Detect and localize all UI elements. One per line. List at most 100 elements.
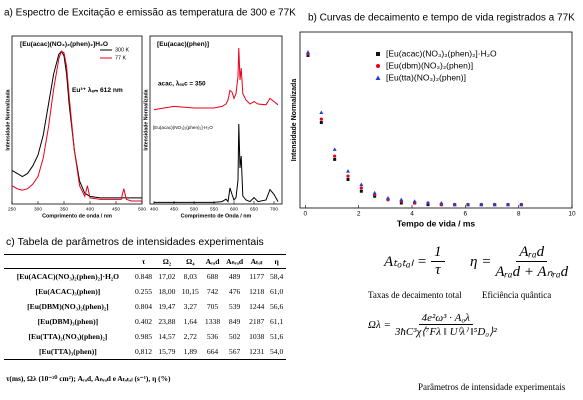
header-cell: Aₙᵣₐd [223, 254, 247, 269]
equation-caption: Eficiência quântica [482, 290, 552, 300]
x-tick-label: 600 [230, 206, 238, 212]
x-tick-label: 450 [112, 206, 120, 212]
compound-cell: [Eu(DBM)(NO₃)₂(phen)₂] [27, 302, 109, 311]
data-point [452, 202, 457, 207]
legend-swatch [375, 75, 381, 80]
data-point [466, 202, 470, 207]
annotation: [Eu(acac)(phen)] [157, 41, 209, 48]
value-cell: 0.804 [134, 302, 153, 311]
parameter-table: τ Ω₂ Ω₄ Aᵣₐd Aₙᵣₐd Aₜₒₜ η [Eu(ACAC)(NO₃)₂(phen)… [4, 254, 286, 360]
data-point [426, 203, 430, 207]
x-tick-label: 0 [304, 211, 308, 218]
data-point [412, 199, 417, 203]
value-cell: 1,89 [178, 344, 202, 360]
value-cell: 0.985 [134, 332, 153, 341]
value-cell: 2187 [249, 317, 265, 326]
series-line [154, 123, 279, 203]
value-cell: 849 [228, 317, 241, 326]
equation-caption: Parâmetros de intensidade experimentais [418, 382, 566, 392]
value-cell: 1338 [204, 317, 221, 326]
legend-label: 300 K [115, 47, 129, 53]
y-axis-label: Intensidade Normalizada [291, 79, 298, 162]
equation-lhs: η = [470, 254, 492, 270]
x-tick-label: 500 [190, 206, 198, 212]
x-axis-label: Comprimento de onda / nm [42, 213, 112, 219]
legend-swatch [376, 64, 380, 68]
plot-frame [149, 35, 283, 205]
legend-swatch [376, 52, 380, 56]
legend-label: [Eu(tta)(NO₃)₂(phen)] [386, 72, 466, 82]
value-cell: 0.255 [134, 287, 153, 296]
data-point [426, 200, 430, 205]
fraction: 4e²ω³ · A₀λ 3ħC³χ⟨⁷Fλ ‖ U⁽λ⁾ ‖⁵D₀⟩² [395, 312, 497, 338]
data-point [479, 202, 484, 207]
equation-lhs: Aₜₒₜₐₗ = [384, 254, 428, 270]
x-tick-label: 8 [517, 211, 521, 218]
table-row: [Eu(TTA)₂(NO₃)(phen)₂] 0.985 14,57 2,72 536 5… [4, 329, 286, 344]
x-axis-label: Comprimento de Onda / nm [181, 213, 252, 219]
equation: Ωλ = 4e²ω³ · A₀λ 3ħC³χ⟨⁷Fλ ‖ U⁽λ⁾ ‖⁵D₀⟩² [368, 312, 497, 338]
annotation: [Eu(acac)(NO₃)₂(phen)₂]·H₂O [153, 125, 213, 130]
legend-label: [Eu(acac)(NO₃)₂(phen)₂]·H₂O [386, 48, 497, 58]
series-line [11, 50, 142, 199]
header-cell [4, 254, 132, 269]
data-point [346, 169, 350, 173]
x-tick-label: 700 [270, 206, 278, 212]
value-cell: 1038 [249, 332, 265, 341]
value-cell: 18,00 [158, 287, 176, 296]
header-cell: τ [131, 254, 156, 269]
charts: a) Espectro de Excitação e emissão as te… [4, 8, 576, 229]
value-cell: 23,88 [158, 317, 176, 326]
value-cell: 742 [206, 287, 219, 296]
value-cell: 688 [206, 272, 219, 281]
x-tick-label: 10 [568, 211, 576, 218]
data-point [399, 197, 404, 202]
plot-frame [299, 31, 573, 209]
y-axis-label: Intensidade Normalizada [5, 89, 11, 150]
value-cell: 489 [228, 272, 241, 281]
value-cell: 0,812 [131, 344, 156, 360]
value-cell: 705 [206, 302, 219, 311]
x-tick-label: 6 [464, 211, 468, 218]
table-footnote: τ(ms), Ωλ (10⁻²⁰ cm²); Aᵣₐd, Aₙᵣₐd e Aₜₒ… [6, 374, 171, 383]
x-tick-label: 250 [8, 206, 16, 212]
panel-title: b) Curvas de decaimento e tempo de vida … [308, 13, 575, 24]
header-row: τ Ω₂ Ω₄ Aᵣₐd Aₙᵣₐd Aₜₒₜ η [4, 254, 286, 269]
equation: Aₜₒₜₐₗ = 1 τ [384, 244, 445, 279]
table-row: [Eu(ACAC)(NO₃)₂(phen)₂]·H₂O 0.848 17,02 8,0… [4, 269, 286, 285]
table-row: [Eu(DBM)₃(phen)] 0.402 23,88 1,64 1338 849 218… [4, 314, 286, 329]
data-point [386, 195, 390, 200]
value-cell: 2,72 [183, 332, 197, 341]
equation: η = Aᵣₐd Aᵣₐd + Aₙᵣₐd [470, 244, 568, 281]
numerator: 4e²ω³ · A₀λ [418, 312, 473, 325]
value-cell: 0.402 [134, 317, 153, 326]
series-line [11, 50, 142, 202]
value-cell: 502 [228, 332, 241, 341]
panel-title: a) Espectro de Excitação e emissão as te… [4, 8, 296, 19]
value-cell: 10,15 [181, 287, 199, 296]
denominator: 3ħC³χ⟨⁷Fλ ‖ U⁽λ⁾ ‖⁵D₀⟩² [394, 326, 497, 338]
compound-cell: [Eu(DBM)₃(phen)] [37, 317, 99, 326]
data-point [359, 189, 363, 193]
value-cell: 567 [223, 344, 247, 360]
value-cell: 1231 [246, 344, 268, 360]
x-tick-label: 550 [210, 206, 218, 212]
series-line [153, 47, 279, 111]
numerator: 1 [431, 244, 445, 262]
table-row: [Eu(ACAC)₃(phen)] 0.255 18,00 10,15 742 476 12… [4, 284, 286, 299]
fraction: Aᵣₐd Aᵣₐd + Aₙᵣₐd [495, 244, 568, 281]
x-tick-label: 400 [86, 206, 94, 212]
annotation: Eu³⁺ λₑₘ 612 nm [72, 86, 123, 94]
data-point [506, 202, 510, 207]
x-axis-label: Tempo de vida / ms [397, 218, 476, 228]
compound-cell: [Eu(ACAC)₃(phen)] [35, 287, 101, 296]
equation-caption: Taxas de decaimento total [368, 290, 462, 300]
data-point [372, 190, 377, 195]
x-tick-label: 350 [60, 206, 68, 212]
x-tick-label: 500 [138, 206, 146, 212]
data-point [333, 154, 337, 158]
data-point [519, 202, 524, 207]
data-point [332, 147, 337, 151]
compound-cell: [Eu(TTA)₂(NO₃)(phen)₂] [28, 332, 108, 341]
x-tick-label: 4 [410, 211, 414, 218]
